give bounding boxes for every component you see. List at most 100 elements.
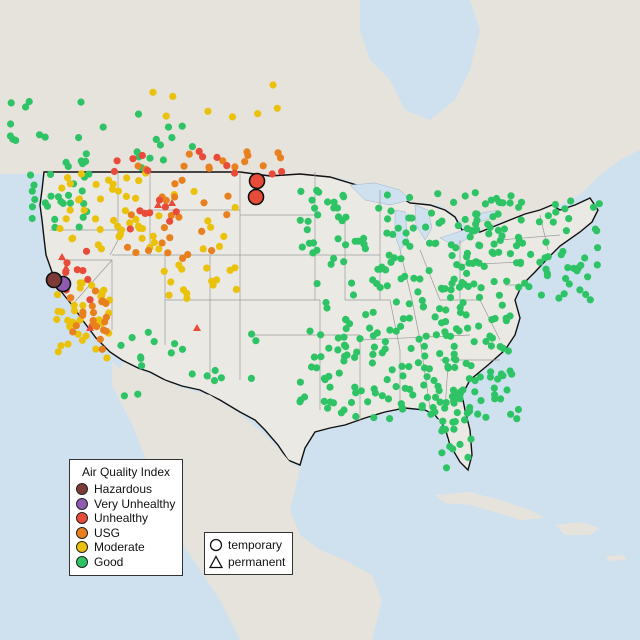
marker-usg	[166, 234, 174, 242]
marker-good	[506, 199, 514, 207]
marker-good	[410, 274, 418, 282]
marker-good	[351, 383, 359, 391]
marker-good	[458, 278, 466, 287]
marker-good	[386, 415, 394, 423]
marker-moderate	[175, 261, 183, 269]
marker-good	[490, 278, 498, 286]
marker-moderate	[97, 245, 105, 253]
marker-moderate	[122, 192, 130, 200]
marker-good	[401, 384, 409, 392]
marker-good	[421, 352, 429, 360]
mexico-landmass	[118, 362, 382, 640]
marker-good	[364, 398, 372, 406]
marker-good	[423, 373, 431, 381]
marker-good	[482, 337, 490, 346]
marker-good	[99, 123, 107, 131]
marker-good	[432, 331, 440, 339]
legend-label-unhealthy: Unhealthy	[94, 511, 149, 526]
marker-good	[451, 418, 459, 426]
marker-usg	[241, 158, 249, 166]
marker-good	[133, 148, 141, 156]
marker-good	[450, 198, 458, 206]
marker-good	[342, 213, 350, 221]
marker-usg	[198, 227, 206, 235]
marker-good	[313, 280, 321, 288]
marker-moderate	[80, 206, 88, 214]
marker-good	[467, 435, 475, 443]
marker-usg	[180, 162, 188, 170]
marker-good	[450, 425, 458, 433]
marker-good	[392, 298, 400, 306]
marker-good	[470, 338, 478, 346]
marker-good	[334, 235, 342, 243]
marker-moderate	[123, 174, 131, 182]
marker-good	[434, 190, 442, 198]
marker-usg	[185, 150, 193, 158]
marker-moderate	[77, 170, 85, 178]
marker-good	[368, 359, 376, 367]
marker-moderate	[121, 207, 129, 215]
marker-good	[51, 215, 59, 223]
marker-moderate	[273, 104, 281, 112]
marker-moderate	[70, 301, 78, 309]
marker-good	[409, 224, 417, 232]
marker-moderate	[203, 264, 211, 272]
marker-moderate	[132, 194, 140, 202]
permanent-marker-unhealthy	[168, 199, 176, 206]
marker-good	[442, 399, 450, 407]
marker-good	[502, 317, 510, 325]
gulf-of-mexico	[300, 412, 448, 545]
marker-good	[369, 350, 377, 358]
marker-moderate	[155, 212, 163, 220]
marker-good	[494, 210, 502, 218]
marker-good	[513, 259, 521, 267]
marker-good	[475, 241, 483, 249]
marker-good	[515, 283, 523, 291]
marker-usg	[69, 328, 77, 336]
marker-good	[486, 373, 494, 381]
marker-usg	[96, 335, 104, 343]
marker-good	[480, 262, 488, 270]
marker-moderate	[74, 330, 82, 338]
marker-good	[340, 333, 348, 341]
marker-moderate	[231, 203, 239, 212]
marker-good	[567, 197, 575, 205]
marker-good	[593, 227, 601, 235]
legend-item-good: Good	[70, 555, 182, 570]
marker-good	[582, 290, 590, 299]
marker-good	[383, 282, 391, 290]
marker-good	[330, 198, 338, 206]
marker-good	[303, 226, 311, 234]
marker-good	[298, 243, 306, 251]
marker-good	[12, 136, 20, 144]
marker-good	[427, 209, 436, 217]
marker-good	[297, 187, 305, 195]
marker-moderate	[103, 354, 111, 362]
marker-moderate	[165, 291, 173, 299]
marker-good	[210, 377, 219, 385]
marker-good	[415, 335, 423, 343]
marker-good	[351, 237, 359, 245]
marker-usg	[171, 193, 179, 201]
marker-good	[565, 215, 573, 223]
marker-good	[398, 403, 406, 412]
marker-good	[342, 343, 350, 351]
marker-good	[171, 340, 179, 348]
marker-good	[167, 349, 175, 357]
marker-good	[488, 334, 496, 342]
marker-good	[178, 122, 186, 130]
marker-moderate	[54, 348, 62, 356]
marker-usg	[102, 313, 110, 321]
marker-good	[442, 306, 450, 314]
marker-good	[64, 191, 73, 199]
marker-good	[25, 98, 33, 106]
legend-title: Air Quality Index	[81, 465, 171, 479]
marker-moderate	[213, 276, 221, 284]
marker-good	[506, 367, 514, 375]
marker-good	[559, 247, 567, 256]
marker-good	[503, 277, 511, 285]
marker-good	[374, 265, 382, 273]
marker-good	[159, 156, 167, 164]
marker-good	[80, 200, 88, 208]
marker-good	[475, 293, 484, 301]
